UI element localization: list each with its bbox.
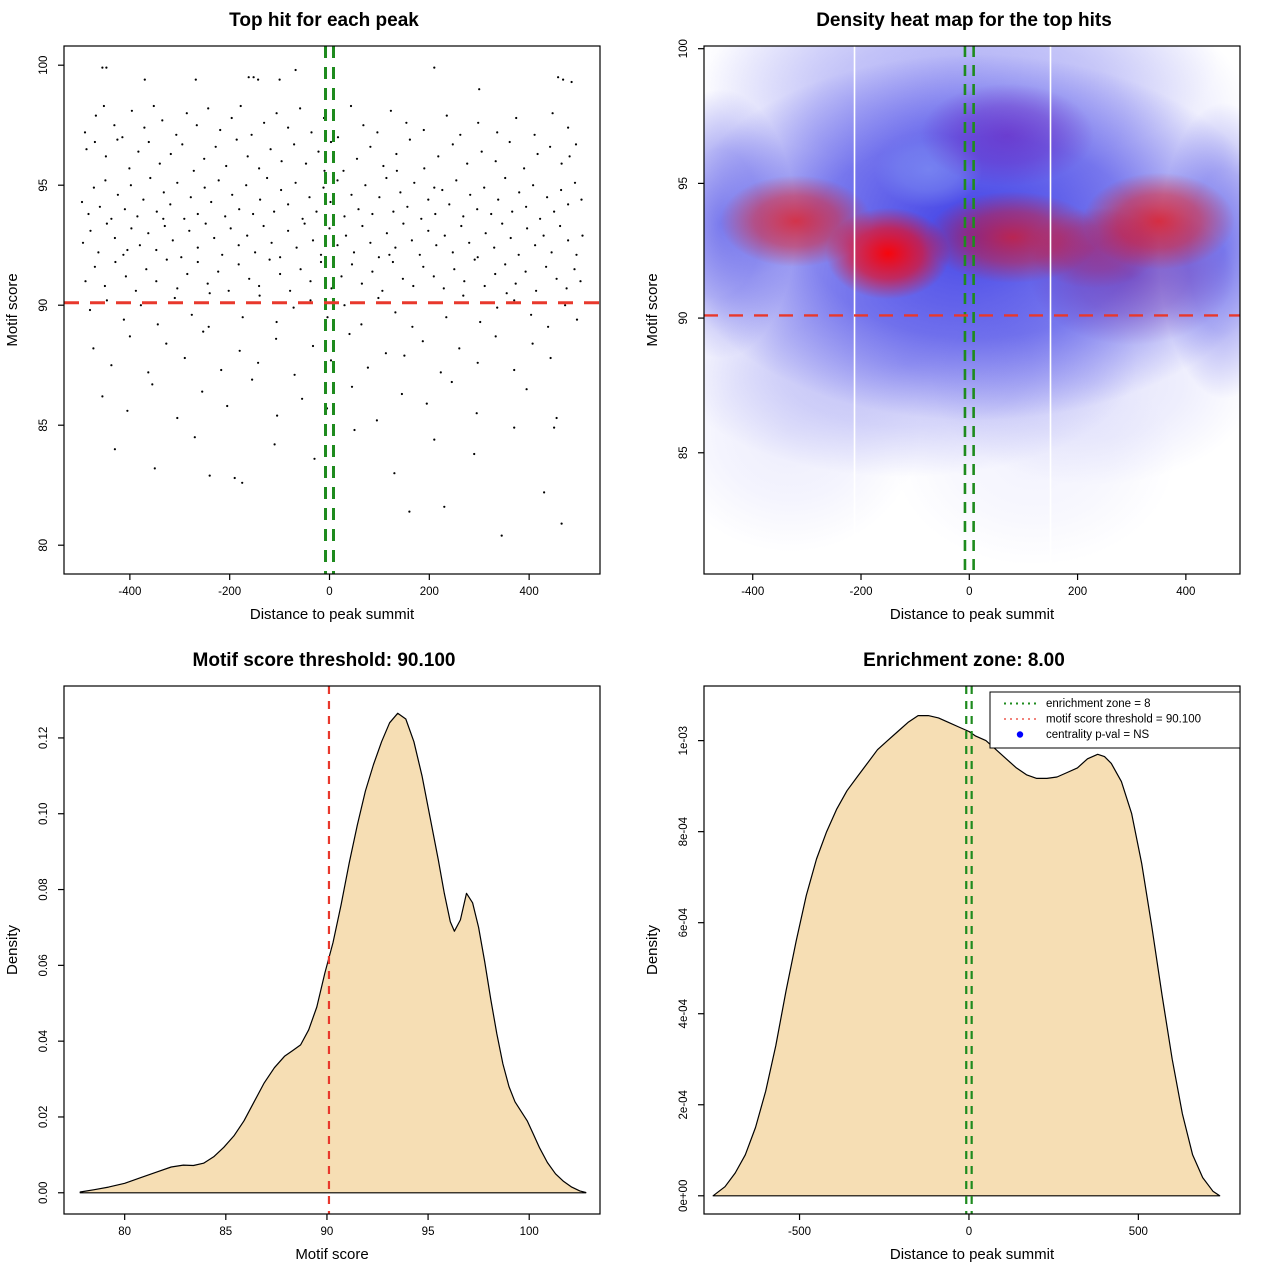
y-tick-label: 100: [678, 39, 690, 58]
x-tick-label: 100: [520, 1226, 539, 1238]
scatter-points: [80, 66, 584, 537]
panel-top-hit-scatter: Top hit for each peak -400 -200 0 200 400 80 8…: [0, 0, 640, 640]
plot-inner: [712, 686, 1221, 1214]
y-tick-label: 4e-04: [678, 998, 690, 1028]
panel-title: Density heat map for the top hits: [816, 10, 1112, 31]
panel-motif-score-density: Motif score threshold: 90.100 80 85 90 95 10…: [0, 640, 640, 1280]
x-tick-label: 0: [966, 586, 972, 598]
y-tick-label: 95: [38, 179, 50, 192]
panel-title: Enrichment zone: 8.00: [863, 650, 1065, 671]
legend-item-label: motif score threshold = 90.100: [1046, 714, 1201, 726]
y-tick-label: 0.00: [38, 1182, 50, 1204]
density-curve: [79, 712, 587, 1194]
y-axis-label: Density: [644, 924, 661, 975]
plot-box: [703, 685, 1241, 1215]
y-tick-label: 95: [678, 177, 690, 190]
x-tick-label: 200: [420, 586, 439, 598]
x-axis-label: Distance to peak summit: [250, 606, 415, 623]
density-curve: [712, 715, 1221, 1197]
heat-blob: [704, 89, 797, 359]
plot-inner: [79, 686, 587, 1214]
x-tick-label: 80: [118, 1226, 131, 1238]
heat-blob: [1028, 207, 1159, 289]
plot-box: [703, 45, 1241, 575]
legend-item-label: enrichment zone = 8: [1046, 698, 1151, 710]
y-tick-label: 8e-04: [678, 816, 690, 846]
panel-density-heatmap: Density heat map for the top hits -400 -2…: [640, 0, 1280, 640]
y-tick-label: 0.12: [38, 727, 50, 749]
y-tick-label: 1e-03: [678, 726, 690, 755]
y-tick-label: 80: [38, 539, 50, 552]
x-tick-label: -500: [788, 1226, 811, 1238]
plot-content: -500 0 500 0e+00 2e-04 4e-04 6e-04 8e-04 1e-03 en…: [678, 685, 1241, 1238]
x-tick-label: 400: [520, 586, 539, 598]
y-tick-label: 90: [678, 312, 690, 325]
x-tick-label: 400: [1176, 586, 1195, 598]
legend-box: [989, 691, 1241, 749]
plot-inner: [64, 46, 600, 574]
y-tick-label: 90: [38, 299, 50, 312]
y-tick-label: 0.06: [38, 954, 50, 976]
legend: enrichment zone = 8 motif score threshold…: [989, 691, 1241, 749]
x-axis-label: Distance to peak summit: [890, 1246, 1055, 1263]
y-tick-label: 85: [678, 446, 690, 459]
axes: -400 -200 0 200 400 80 85 90 95 100: [38, 56, 539, 598]
x-tick-label: -400: [741, 586, 764, 598]
plot-content: -400 -200 0 200 400 85 90 95 100: [678, 39, 1241, 598]
y-tick-label: 0.08: [38, 878, 50, 900]
y-tick-label: 0.04: [38, 1029, 50, 1052]
y-tick-label: 0.10: [38, 803, 50, 825]
y-tick-label: 2e-04: [678, 1089, 690, 1119]
y-tick-label: 85: [38, 419, 50, 432]
x-tick-label: -200: [849, 586, 872, 598]
heatmap-plot-canvas: -400 -200 0 200 400 85 90 95 100 Distance to pea…: [644, 39, 1241, 623]
axes: 80 85 90 95 100 0.00 0.02 0.04 0.06 0.08 0.10 0.12: [38, 727, 539, 1238]
y-tick-label: 6e-04: [678, 907, 690, 937]
x-tick-label: 200: [1068, 586, 1087, 598]
scatter-plot-canvas: -400 -200 0 200 400 80 85 90 95 100 Distance to p…: [4, 45, 601, 623]
panel-title: Motif score threshold: 90.100: [192, 650, 456, 671]
y-tick-label: 0.02: [38, 1106, 50, 1128]
y-tick-label: 0e+00: [678, 1180, 690, 1212]
density-plot-canvas: 80 85 90 95 1000.000.020.040.060.080.100.12 …: [4, 685, 601, 1263]
x-tick-label: 500: [1129, 1226, 1148, 1238]
x-tick-label: 85: [219, 1226, 232, 1238]
x-tick-label: -400: [118, 586, 141, 598]
heat-blob: [920, 83, 1094, 187]
x-tick-label: 90: [321, 1226, 334, 1238]
x-tick-label: 0: [966, 1226, 972, 1238]
plot-box: [63, 685, 601, 1215]
panel-enrichment-zone-density: Enrichment zone: 8.00 -500 0 500 0e+00 2e-04…: [640, 640, 1280, 1280]
plot-content: 80 85 90 95 100 0.00 0.02 0.04 0.06 0.08 0.10 0.12: [38, 685, 601, 1238]
legend-item-label: centrality p-val = NS: [1046, 729, 1150, 741]
x-tick-label: 95: [422, 1226, 435, 1238]
density-plot-canvas: -500 0 500 0e+00 2e-04 4e-04 6e-04 8e-04 1e-03 en…: [644, 685, 1241, 1263]
plot-box: [63, 45, 601, 575]
legend-swatch-dot: [1016, 731, 1024, 738]
y-axis-label: Motif score: [4, 273, 21, 346]
y-tick-label: 100: [38, 56, 50, 75]
panel-title: Top hit for each peak: [229, 10, 419, 31]
axes: -500 0 500 0e+00 2e-04 4e-04 6e-04 8e-04 1e-03: [678, 726, 1148, 1238]
x-axis-label: Distance to peak summit: [890, 606, 1055, 623]
plot-content: -400 -200 0 200 400 80 85 90 95 100: [38, 45, 601, 598]
heat-blob: [825, 207, 951, 300]
axes: -400 -200 0 200 400 85 90 95 100: [678, 39, 1195, 598]
x-tick-label: -200: [218, 586, 241, 598]
x-tick-label: 0: [326, 586, 332, 598]
plot-inner: [704, 46, 1240, 574]
y-axis-label: Density: [4, 924, 21, 975]
x-axis-label: Motif score: [295, 1246, 368, 1263]
y-axis-label: Motif score: [644, 273, 661, 346]
